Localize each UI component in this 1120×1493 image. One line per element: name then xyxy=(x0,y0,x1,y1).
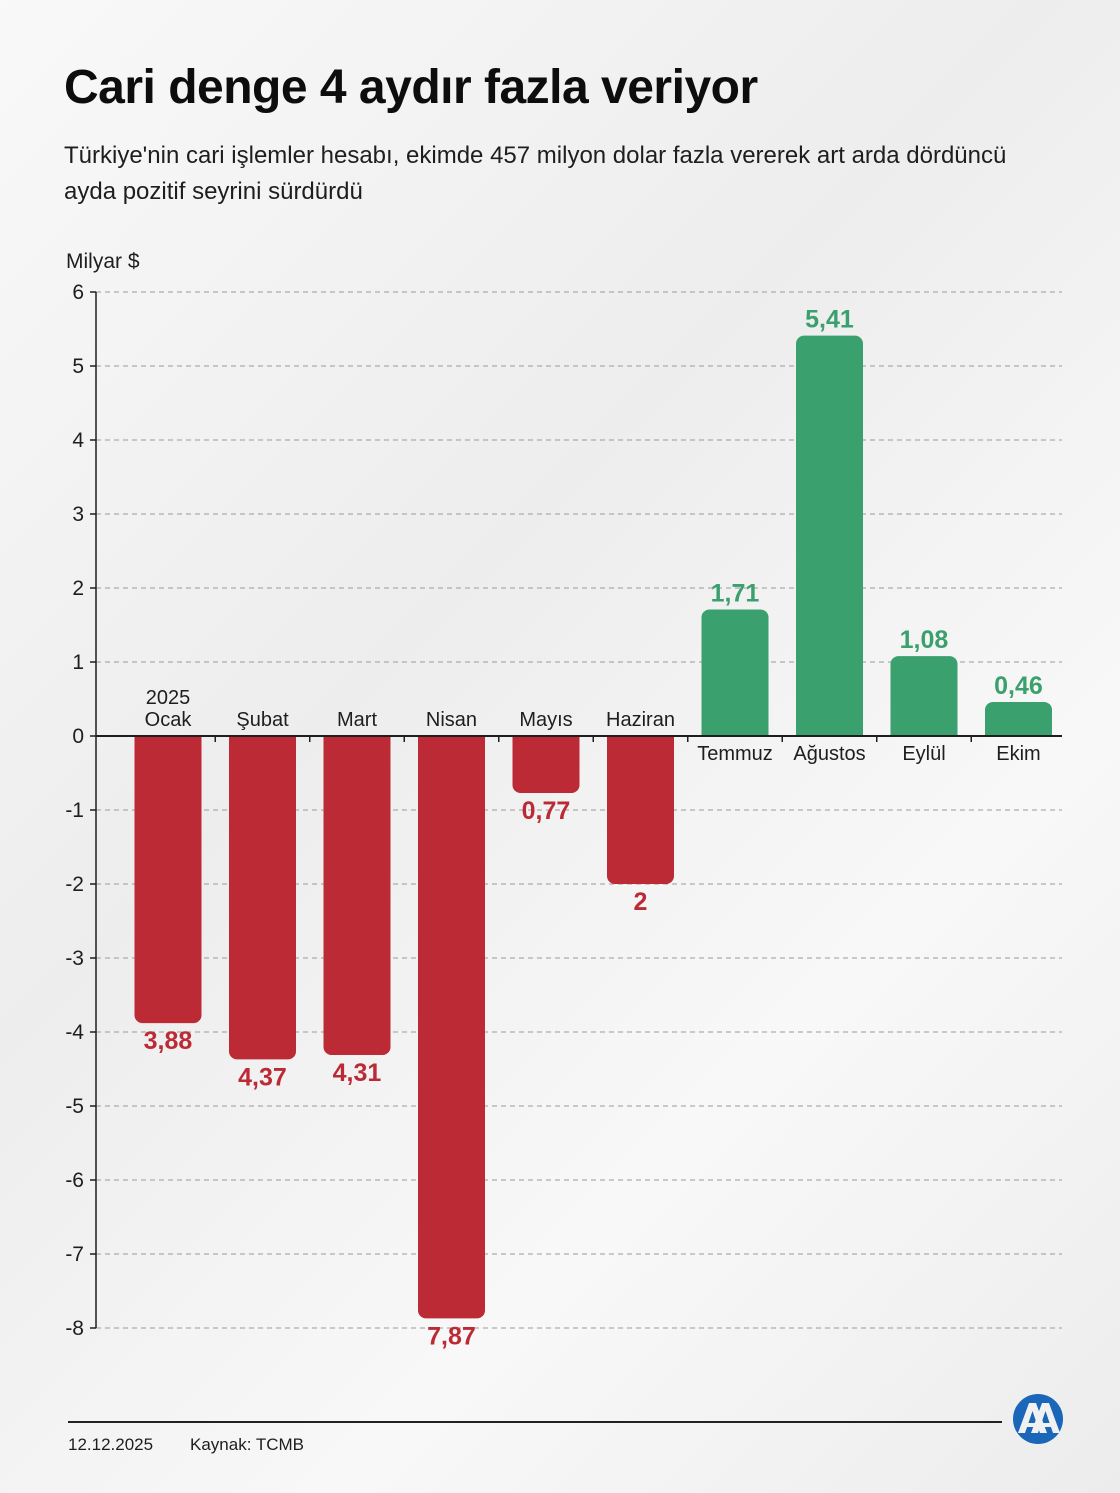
category-label: Temmuz xyxy=(697,743,773,765)
bar-3 xyxy=(323,736,391,1055)
category-label: Haziran xyxy=(606,709,675,731)
footer-source: Kaynak: TCMB xyxy=(190,1435,305,1454)
y-tick-label: -3 xyxy=(65,947,84,970)
footer-date: 12.12.2025 xyxy=(68,1435,154,1454)
y-tick-label: 1 xyxy=(72,651,84,674)
y-tick-label: -8 xyxy=(65,1317,84,1340)
value-label: 5,41 xyxy=(805,306,854,334)
value-label: 4,31 xyxy=(333,1059,382,1087)
y-tick-label: 6 xyxy=(72,281,84,304)
bar-5 xyxy=(512,736,580,793)
category-label: Mayıs xyxy=(519,709,572,731)
category-label: Nisan xyxy=(426,709,477,731)
y-tick-label: -7 xyxy=(65,1243,84,1266)
value-label: 3,88 xyxy=(144,1027,193,1055)
bar-base-3 xyxy=(323,736,391,744)
y-tick-label: -1 xyxy=(65,799,84,822)
bar-base-6 xyxy=(607,736,674,744)
value-label: 0,46 xyxy=(994,672,1043,700)
value-label: 0,77 xyxy=(522,797,571,825)
bar-base-2 xyxy=(229,736,296,744)
value-label: 1,71 xyxy=(711,579,760,607)
y-tick-label: -6 xyxy=(65,1169,84,1192)
y-axis-label: Milyar $ xyxy=(66,250,140,273)
y-tick-label: 5 xyxy=(72,355,84,378)
bar-base-1 xyxy=(134,736,202,744)
y-tick-label: 3 xyxy=(72,503,84,526)
category-label: Eylül xyxy=(902,743,945,765)
footer-divider xyxy=(68,1421,1002,1423)
bar-base-8 xyxy=(796,728,863,736)
bar-base-9 xyxy=(890,728,958,736)
value-label: 4,37 xyxy=(238,1063,287,1091)
bar-6 xyxy=(607,736,674,884)
y-tick-label: -5 xyxy=(65,1095,84,1118)
category-label: Ocak xyxy=(145,709,193,731)
category-label: Mart xyxy=(337,709,377,731)
bar-10 xyxy=(985,701,1052,736)
y-tick-label: -2 xyxy=(65,873,84,896)
chart-title: Cari denge 4 aydır fazla veriyor xyxy=(64,61,758,114)
y-tick-label: 0 xyxy=(72,725,84,748)
category-label: Şubat xyxy=(236,709,289,731)
bar-2 xyxy=(229,736,296,1060)
bar-8 xyxy=(796,335,863,736)
bar-9 xyxy=(890,656,958,736)
y-tick-label: 2 xyxy=(72,577,84,600)
value-label: 1,08 xyxy=(900,626,949,654)
chart-subtitle: Türkiye'nin cari işlemler hesabı, ekimde… xyxy=(64,142,1007,205)
aa-logo-icon xyxy=(1013,1394,1063,1444)
value-label: 7,87 xyxy=(427,1322,476,1350)
bar-base-7 xyxy=(701,728,769,736)
category-label: Ağustos xyxy=(793,743,865,765)
bar-4 xyxy=(418,736,485,1319)
value-label: 2 xyxy=(634,888,648,916)
bar-1 xyxy=(134,736,202,1024)
bar-base-10 xyxy=(985,728,1052,736)
year-label: 2025 xyxy=(146,687,191,709)
bar-7 xyxy=(701,609,769,736)
y-tick-label: -4 xyxy=(65,1021,84,1044)
category-label: Ekim xyxy=(996,743,1040,765)
bar-base-4 xyxy=(418,736,485,744)
y-tick-label: 4 xyxy=(72,429,84,452)
bar-base-5 xyxy=(512,736,580,744)
